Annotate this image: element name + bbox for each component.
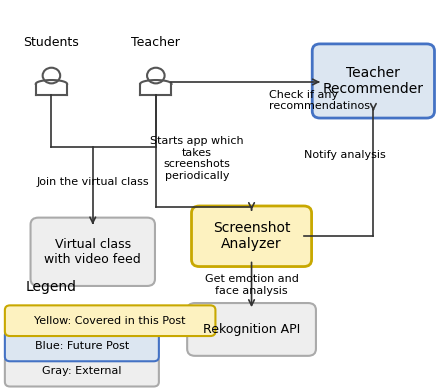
Text: Starts app which
takes
screenshots
periodically: Starts app which takes screenshots perio… <box>150 136 244 181</box>
Text: Legend: Legend <box>26 280 77 294</box>
Text: Yellow: Covered in this Post: Yellow: Covered in this Post <box>34 316 185 326</box>
Text: Teacher: Teacher <box>131 36 180 49</box>
Text: Notify analysis: Notify analysis <box>304 150 385 160</box>
FancyBboxPatch shape <box>311 44 434 118</box>
FancyBboxPatch shape <box>187 303 315 356</box>
Text: Virtual class
with video feed: Virtual class with video feed <box>44 238 141 266</box>
FancyBboxPatch shape <box>5 331 159 361</box>
Text: Blue: Future Post: Blue: Future Post <box>35 341 129 351</box>
FancyBboxPatch shape <box>5 305 215 336</box>
Text: Join the virtual class: Join the virtual class <box>36 177 149 187</box>
FancyBboxPatch shape <box>191 206 311 267</box>
Text: Gray: External: Gray: External <box>42 366 121 376</box>
Text: Students: Students <box>24 36 79 49</box>
Text: Check if any
recommendatinos: Check if any recommendatinos <box>268 90 369 111</box>
FancyBboxPatch shape <box>5 356 159 387</box>
Text: Screenshot
Analyzer: Screenshot Analyzer <box>212 221 290 251</box>
Text: Teacher
Recommender: Teacher Recommender <box>322 66 423 96</box>
Text: Rekognition API: Rekognition API <box>202 323 300 336</box>
Text: Get emotion and
face analysis: Get emotion and face analysis <box>204 274 298 296</box>
FancyBboxPatch shape <box>31 218 155 286</box>
